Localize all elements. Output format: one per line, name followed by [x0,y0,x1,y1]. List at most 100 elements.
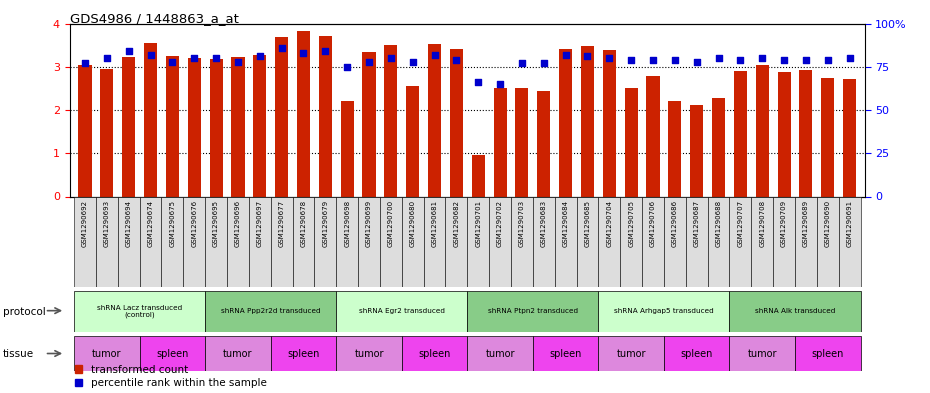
Point [449,57,464,63]
Point [689,59,704,65]
Text: spleen: spleen [287,349,320,359]
Bar [206,196,227,287]
Text: spleen: spleen [812,349,844,359]
Bar [664,336,729,371]
Bar [340,101,353,196]
Text: tumor: tumor [92,349,122,359]
Bar [598,336,664,371]
Bar [450,49,463,196]
Text: GSM1290692: GSM1290692 [82,200,88,247]
Bar [406,86,419,196]
Bar [78,64,91,196]
Text: GSM1290695: GSM1290695 [213,200,219,247]
Bar [729,291,860,332]
Point [143,51,158,58]
Text: spleen: spleen [418,349,451,359]
Text: GSM1290697: GSM1290697 [257,200,263,247]
Point [77,60,92,66]
Bar [74,336,140,371]
Bar [249,196,271,287]
Bar [690,105,703,196]
Text: shRNA Ppp2r2d transduced: shRNA Ppp2r2d transduced [221,309,321,314]
Bar [337,336,402,371]
Point [121,48,136,54]
Bar [467,196,489,287]
Text: GSM1290708: GSM1290708 [759,200,765,247]
Point [471,79,485,86]
Bar [253,55,266,196]
Text: GSM1290688: GSM1290688 [715,200,722,247]
Bar [489,196,511,287]
Bar [140,196,162,287]
Bar [271,196,293,287]
Text: GSM1290704: GSM1290704 [606,200,612,247]
Text: shRNA Alk transduced: shRNA Alk transduced [755,309,835,314]
Bar [74,291,206,332]
Text: GSM1290680: GSM1290680 [410,200,416,247]
Point [208,55,223,61]
Point [843,55,857,61]
Point [362,59,377,65]
Bar [844,79,857,196]
Text: GSM1290683: GSM1290683 [540,200,547,247]
Bar [428,44,441,196]
Text: GSM1290684: GSM1290684 [563,200,568,247]
Point [493,81,508,87]
Text: GSM1290694: GSM1290694 [126,200,132,247]
Text: GSM1290677: GSM1290677 [279,200,285,247]
Bar [183,196,206,287]
Text: GSM1290689: GSM1290689 [803,200,809,247]
Point [602,55,617,61]
Text: GSM1290705: GSM1290705 [628,200,634,247]
Point [296,50,311,56]
Bar [751,196,773,287]
Bar [533,196,554,287]
Text: GSM1290685: GSM1290685 [584,200,591,247]
Bar [603,50,616,196]
Point [274,45,289,51]
Bar [642,196,664,287]
Bar [166,56,179,196]
Bar [533,336,598,371]
Text: GSM1290698: GSM1290698 [344,200,351,247]
Text: GSM1290682: GSM1290682 [454,200,459,247]
Bar [577,196,598,287]
Bar [188,58,201,196]
Point [427,51,442,58]
Bar [646,76,659,196]
Bar [795,196,817,287]
Bar [206,336,271,371]
Bar [538,90,551,196]
Bar [402,336,467,371]
Bar [358,196,380,287]
Bar [800,70,813,196]
Point [318,48,333,54]
Text: GSM1290676: GSM1290676 [192,200,197,247]
Bar [206,291,337,332]
Point [820,57,835,63]
Bar [314,196,337,287]
Text: GSM1290691: GSM1290691 [846,200,853,247]
Bar [734,71,747,196]
Text: GSM1290678: GSM1290678 [300,200,307,247]
Text: GSM1290701: GSM1290701 [475,200,481,247]
Text: spleen: spleen [156,349,189,359]
Text: spleen: spleen [681,349,713,359]
Bar [581,46,594,196]
Bar [337,196,358,287]
Bar [402,196,424,287]
Text: GSM1290693: GSM1290693 [104,200,110,247]
Bar [664,196,685,287]
Text: GSM1290679: GSM1290679 [323,200,328,247]
Point [339,64,354,70]
Point [252,53,267,60]
Bar [559,49,572,196]
Point [558,51,573,58]
Point [733,57,748,63]
Text: GSM1290674: GSM1290674 [148,200,153,247]
Bar [554,196,577,287]
Bar [515,88,528,196]
Point [100,55,114,61]
Text: GSM1290702: GSM1290702 [498,200,503,247]
Point [383,55,398,61]
